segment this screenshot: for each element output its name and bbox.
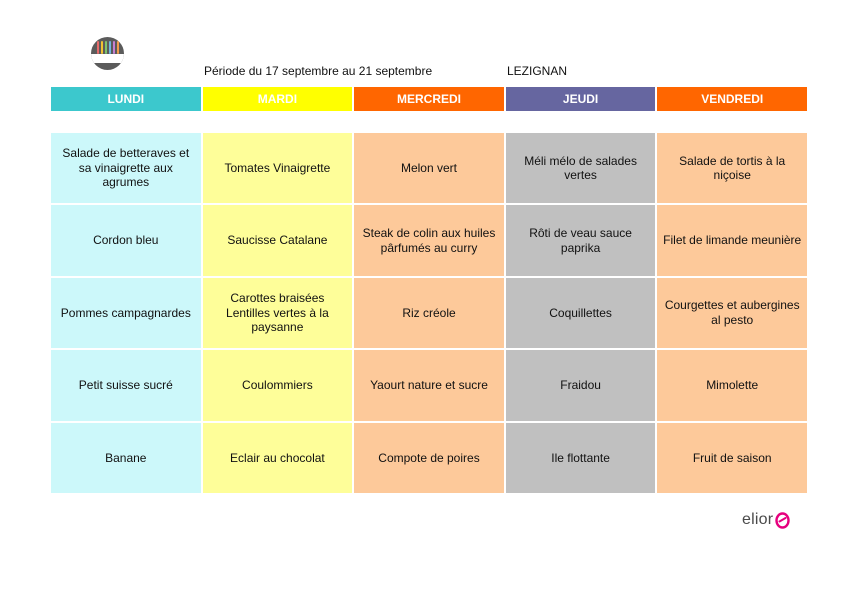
day-header-row: LUNDI MARDI MERCREDI JEUDI VENDREDI <box>51 87 807 111</box>
menu-grid: Salade de betteraves et sa vinaigrette a… <box>51 133 807 493</box>
menu-item-mardi-starter: Tomates Vinaigrette <box>202 133 353 204</box>
restaurant-logo <box>91 37 124 70</box>
elior-brand-logo: elior <box>742 511 790 529</box>
day-header-vendredi: VENDREDI <box>657 87 807 111</box>
day-header-mercredi: MERCREDI <box>354 87 504 111</box>
menu-item-lundi-dairy: Petit suisse sucré <box>51 350 201 421</box>
elior-e-mark-icon <box>775 511 790 529</box>
menu-item-vendredi-starter: Salade de tortis à la niçoise <box>657 133 807 204</box>
day-header-jeudi: JEUDI <box>505 87 656 111</box>
day-header-mardi: MARDI <box>202 87 353 111</box>
menu-town: LEZIGNAN <box>507 64 568 78</box>
menu-item-mercredi-main: Steak de colin aux huiles pârfumés au cu… <box>354 205 504 276</box>
menu-item-vendredi-dessert: Fruit de saison <box>657 422 807 493</box>
menu-item-vendredi-main: Filet de limande meunière <box>657 205 807 276</box>
menu-item-jeudi-side: Coquillettes <box>505 277 656 349</box>
menu-item-jeudi-dairy: Fraidou <box>505 350 656 421</box>
logo-band <box>91 54 124 63</box>
menu-period: Période du 17 septembre au 21 septembre <box>204 64 433 78</box>
menu-item-mercredi-dairy: Yaourt nature et sucre <box>354 350 504 421</box>
menu-item-jeudi-starter: Méli mélo de salades vertes <box>505 133 656 204</box>
menu-item-vendredi-side: Courgettes et aubergines al pesto <box>657 277 807 349</box>
menu-item-mardi-dessert: Eclair au chocolat <box>202 422 353 493</box>
menu-item-mercredi-side: Riz créole <box>354 277 504 349</box>
menu-item-lundi-dessert: Banane <box>51 422 201 493</box>
menu-item-jeudi-dessert: Ile flottante <box>505 422 656 493</box>
menu-item-mercredi-dessert: Compote de poires <box>354 422 504 493</box>
menu-item-vendredi-dairy: Mimolette <box>657 350 807 421</box>
menu-item-mercredi-starter: Melon vert <box>354 133 504 204</box>
menu-item-lundi-side: Pommes campagnardes <box>51 277 201 349</box>
menu-item-lundi-starter: Salade de betteraves et sa vinaigrette a… <box>51 133 201 204</box>
menu-item-mardi-side: Carottes braisées Lentilles vertes à la … <box>202 277 353 349</box>
brand-name: elior <box>742 511 774 528</box>
menu-item-mardi-main: Saucisse Catalane <box>202 205 353 276</box>
menu-item-mardi-dairy: Coulommiers <box>202 350 353 421</box>
day-header-lundi: LUNDI <box>51 87 201 111</box>
menu-item-jeudi-main: Rôti de veau sauce paprika <box>505 205 656 276</box>
menu-item-lundi-main: Cordon bleu <box>51 205 201 276</box>
logo-utensils-icon <box>96 41 119 54</box>
